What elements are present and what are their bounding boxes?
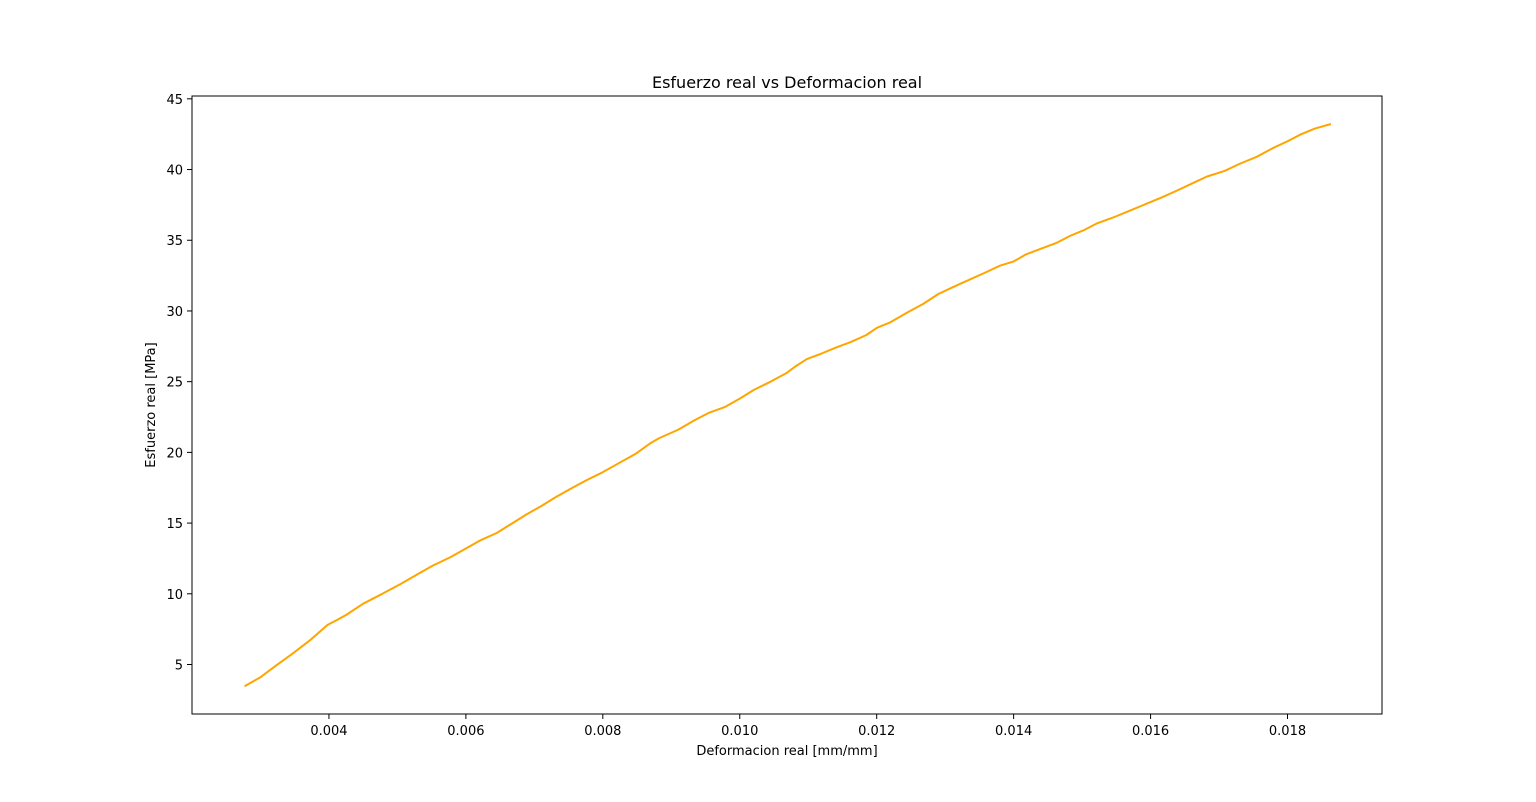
x-tick-label: 0.006 <box>447 724 484 739</box>
series-line <box>244 123 1332 688</box>
x-tick-label: 0.004 <box>310 724 347 739</box>
x-tick-label: 0.016 <box>1132 724 1169 739</box>
x-axis-label: Deformacion real [mm/mm] <box>696 744 877 759</box>
y-axis-label: Esfuerzo real [MPa] <box>144 342 159 467</box>
x-tick-label: 0.018 <box>1269 724 1306 739</box>
y-axis-ticks: 5 10 15 20 25 30 35 40 45 <box>166 93 192 674</box>
y-tick-label: 45 <box>166 93 183 108</box>
x-tick-label: 0.014 <box>995 724 1032 739</box>
y-tick-label: 35 <box>166 234 183 249</box>
x-axis-ticks: 0.004 0.006 0.008 0.010 0.012 0.014 0.016 0.018 <box>310 714 1306 739</box>
y-tick-label: 25 <box>166 376 183 391</box>
y-tick-label: 20 <box>166 446 183 461</box>
y-tick-label: 30 <box>166 305 183 320</box>
x-tick-label: 0.012 <box>858 724 895 739</box>
y-tick-label: 15 <box>166 517 183 532</box>
axes-frame <box>191 95 1383 715</box>
chart-title: Esfuerzo real vs Deformacion real <box>652 73 922 92</box>
y-tick-label: 5 <box>175 659 183 674</box>
x-tick-label: 0.008 <box>584 724 621 739</box>
y-tick-label: 10 <box>166 588 183 603</box>
plot-area: 0.004 0.006 0.008 0.010 0.012 0.014 0.016 0.018… <box>166 93 1383 739</box>
x-tick-label: 0.010 <box>721 724 758 739</box>
data-layer <box>244 123 1332 688</box>
y-tick-label: 40 <box>166 164 183 179</box>
